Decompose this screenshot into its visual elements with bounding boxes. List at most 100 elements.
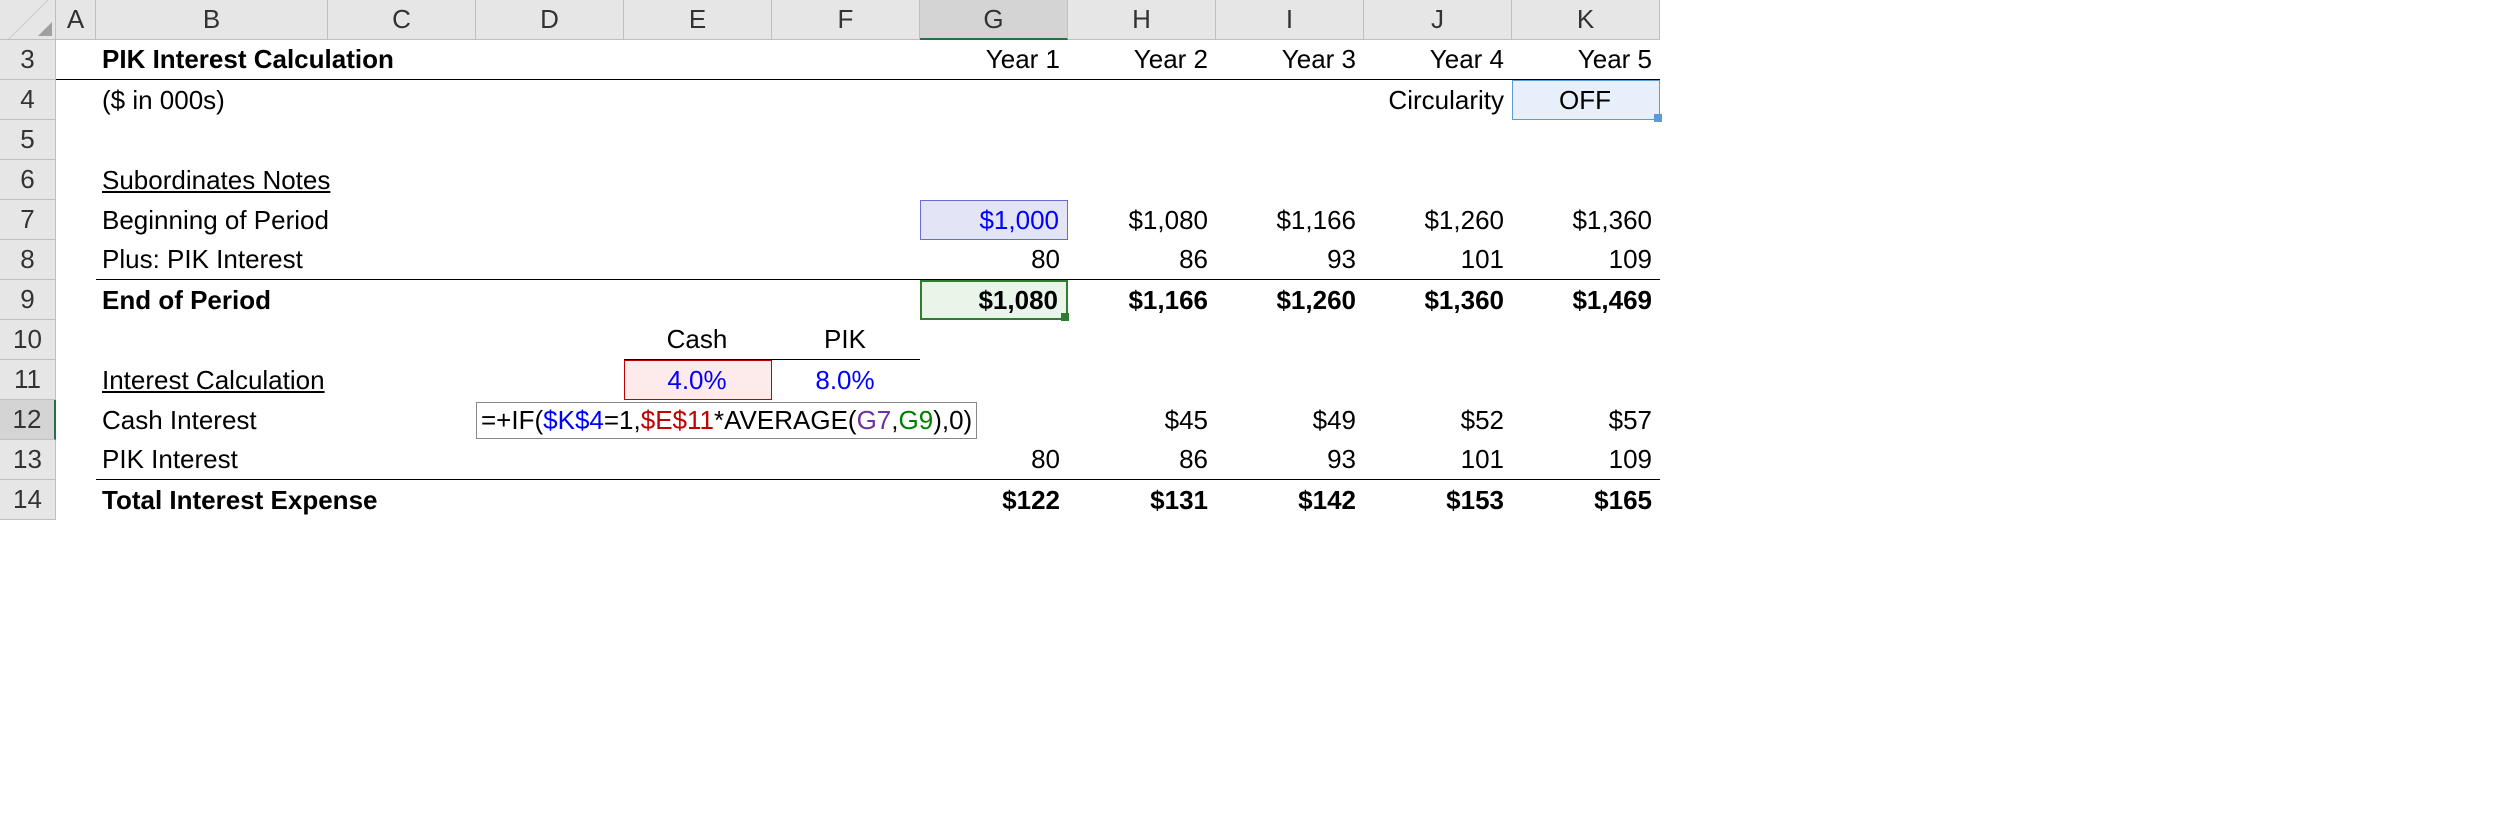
row-header-11[interactable]: 11 (0, 360, 56, 400)
row-header-7[interactable]: 7 (0, 200, 56, 240)
cell-B11[interactable]: Interest Calculation (96, 360, 624, 400)
cell-G3[interactable]: Year 1 (920, 40, 1068, 80)
cell-B7[interactable]: Beginning of Period (96, 200, 920, 240)
cell-K13[interactable]: 109 (1512, 440, 1660, 480)
cell-J11[interactable] (1364, 360, 1512, 400)
formula-editor[interactable]: =+IF($K$4=1,$E$11*AVERAGE(G7,G9),0) (476, 402, 977, 439)
cell-J10[interactable] (1364, 320, 1512, 360)
cell-A13[interactable] (56, 440, 96, 480)
col-header-J[interactable]: J (1364, 0, 1512, 40)
row-header-10[interactable]: 10 (0, 320, 56, 360)
cell-B14[interactable]: Total Interest Expense (96, 480, 920, 520)
cell-I13[interactable]: 93 (1216, 440, 1364, 480)
col-header-H[interactable]: H (1068, 0, 1216, 40)
spreadsheet-grid[interactable]: A B C D E F G H I J K 3 PIK Interest Cal… (0, 0, 2511, 520)
col-header-B[interactable]: B (96, 0, 328, 40)
cell-B9[interactable]: End of Period (96, 280, 920, 320)
cell-H11[interactable] (1068, 360, 1216, 400)
cell-J12[interactable]: $52 (1364, 400, 1512, 440)
cell-G14[interactable]: $122 (920, 480, 1068, 520)
cell-H6[interactable] (1068, 160, 1216, 200)
cell-G6[interactable] (920, 160, 1068, 200)
row-header-13[interactable]: 13 (0, 440, 56, 480)
col-header-F[interactable]: F (772, 0, 920, 40)
cell-J4[interactable]: Circularity (1364, 80, 1512, 120)
col-header-G[interactable]: G (920, 0, 1068, 40)
cell-G8[interactable]: 80 (920, 240, 1068, 280)
cell-H7[interactable]: $1,080 (1068, 200, 1216, 240)
cell-H8[interactable]: 86 (1068, 240, 1216, 280)
cell-G7[interactable]: $1,000 (920, 200, 1068, 240)
cell-K12[interactable]: $57 (1512, 400, 1660, 440)
row-header-6[interactable]: 6 (0, 160, 56, 200)
cell-J7[interactable]: $1,260 (1364, 200, 1512, 240)
cell-K6[interactable] (1512, 160, 1660, 200)
cell-I7[interactable]: $1,166 (1216, 200, 1364, 240)
cell-B10[interactable] (96, 320, 624, 360)
cell-J14[interactable]: $153 (1364, 480, 1512, 520)
cell-J8[interactable]: 101 (1364, 240, 1512, 280)
cell-I4[interactable] (1216, 80, 1364, 120)
cell-K14[interactable]: $165 (1512, 480, 1660, 520)
cell-G10[interactable] (920, 320, 1068, 360)
cell-G13[interactable]: 80 (920, 440, 1068, 480)
cell-A11[interactable] (56, 360, 96, 400)
cell-G11[interactable] (920, 360, 1068, 400)
col-header-A[interactable]: A (56, 0, 96, 40)
cell-B13[interactable]: PIK Interest (96, 440, 920, 480)
cell-K7[interactable]: $1,360 (1512, 200, 1660, 240)
cell-I11[interactable] (1216, 360, 1364, 400)
cell-I10[interactable] (1216, 320, 1364, 360)
cell-I8[interactable]: 93 (1216, 240, 1364, 280)
cell-H3[interactable]: Year 2 (1068, 40, 1216, 80)
cell-F10[interactable]: PIK (772, 320, 920, 360)
cell-A4[interactable] (56, 80, 96, 120)
cell-G9[interactable]: $1,080 (920, 280, 1068, 320)
cell-A9[interactable] (56, 280, 96, 320)
row-header-4[interactable]: 4 (0, 80, 56, 120)
row-header-8[interactable]: 8 (0, 240, 56, 280)
cell-H12[interactable]: $45 (1068, 400, 1216, 440)
cell-E11[interactable]: 4.0% (624, 360, 772, 400)
row-header-12[interactable]: 12 (0, 400, 56, 440)
cell-A8[interactable] (56, 240, 96, 280)
cell-A3[interactable] (56, 40, 96, 80)
cell-B4[interactable]: ($ in 000s) (96, 80, 920, 120)
cell-H13[interactable]: 86 (1068, 440, 1216, 480)
cell-A14[interactable] (56, 480, 96, 520)
cell-K9[interactable]: $1,469 (1512, 280, 1660, 320)
cell-J9[interactable]: $1,360 (1364, 280, 1512, 320)
cell-F11[interactable]: 8.0% (772, 360, 920, 400)
row-header-9[interactable]: 9 (0, 280, 56, 320)
row-header-5[interactable]: 5 (0, 120, 56, 160)
cell-E10[interactable]: Cash (624, 320, 772, 360)
cell-I12[interactable]: $49 (1216, 400, 1364, 440)
col-header-C[interactable]: C (328, 0, 476, 40)
cell-H9[interactable]: $1,166 (1068, 280, 1216, 320)
cell-H14[interactable]: $131 (1068, 480, 1216, 520)
row-header-3[interactable]: 3 (0, 40, 56, 80)
cell-A10[interactable] (56, 320, 96, 360)
cell-K10[interactable] (1512, 320, 1660, 360)
cell-B8[interactable]: Plus: PIK Interest (96, 240, 920, 280)
col-header-I[interactable]: I (1216, 0, 1364, 40)
cell-J3[interactable]: Year 4 (1364, 40, 1512, 80)
cell-B5[interactable] (96, 120, 1660, 160)
cell-I3[interactable]: Year 3 (1216, 40, 1364, 80)
cell-H4[interactable] (1068, 80, 1216, 120)
cell-H10[interactable] (1068, 320, 1216, 360)
cell-A5[interactable] (56, 120, 96, 160)
cell-J13[interactable]: 101 (1364, 440, 1512, 480)
cell-I6[interactable] (1216, 160, 1364, 200)
col-header-D[interactable]: D (476, 0, 624, 40)
cell-K4[interactable]: OFF (1512, 80, 1660, 120)
select-all-corner[interactable] (0, 0, 56, 40)
cell-B6[interactable]: Subordinates Notes (96, 160, 920, 200)
col-header-E[interactable]: E (624, 0, 772, 40)
cell-D12[interactable]: =+IF($K$4=1,$E$11*AVERAGE(G7,G9),0) (476, 400, 1068, 440)
cell-I14[interactable]: $142 (1216, 480, 1364, 520)
cell-K11[interactable] (1512, 360, 1660, 400)
cell-A6[interactable] (56, 160, 96, 200)
cell-K3[interactable]: Year 5 (1512, 40, 1660, 80)
col-header-K[interactable]: K (1512, 0, 1660, 40)
